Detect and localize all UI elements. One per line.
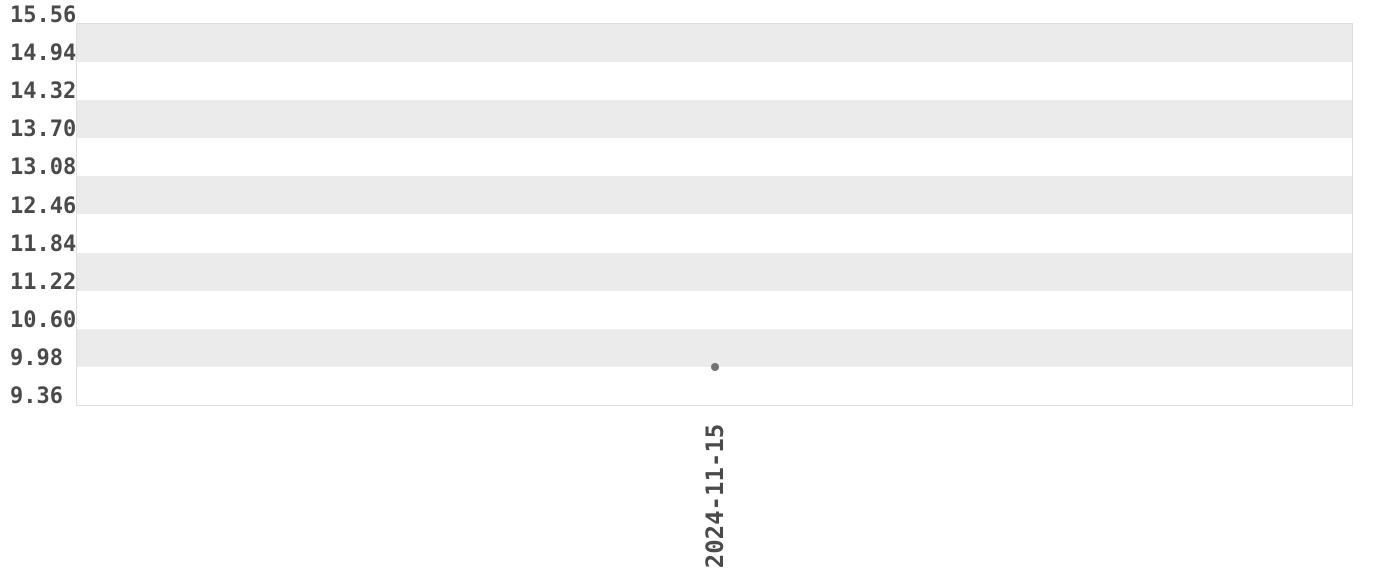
data-point[interactable] [710, 362, 719, 371]
y-tick-label: 9.36 [10, 384, 63, 409]
y-tick-label: 11.84 [10, 231, 77, 257]
y-tick-label: 9.98 [10, 345, 63, 371]
row-band [77, 366, 1352, 405]
row-band [77, 252, 1352, 291]
row-band [77, 328, 1352, 367]
row-band [77, 138, 1352, 177]
y-tick-label: 14.32 [10, 79, 77, 105]
y-tick-label: 13.70 [10, 117, 77, 143]
y-tick-label: 15.56 [10, 3, 77, 28]
plot-area [77, 24, 1352, 405]
row-band [77, 100, 1352, 139]
y-tick-label: 14.94 [10, 41, 77, 67]
row-band [77, 62, 1352, 101]
y-tick-label: 11.22 [10, 269, 77, 295]
y-tick-label: 12.46 [10, 193, 77, 219]
y-tick-label: 13.08 [10, 155, 77, 181]
y-tick-label: 10.60 [10, 307, 77, 333]
row-band [77, 24, 1352, 63]
row-band [77, 214, 1352, 253]
x-tick-label: 2024-11-15 [700, 423, 729, 569]
row-band [77, 176, 1352, 215]
row-band [77, 290, 1352, 329]
